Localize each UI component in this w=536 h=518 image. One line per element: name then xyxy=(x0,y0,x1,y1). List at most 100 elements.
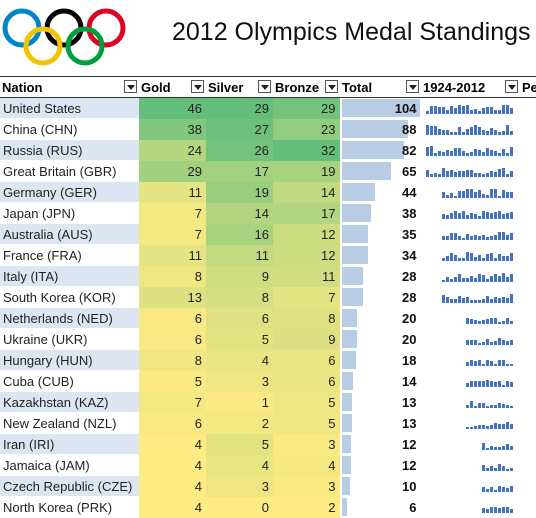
pe-cell[interactable] xyxy=(520,181,536,203)
gold-cell[interactable]: 29 xyxy=(139,160,206,182)
sparkline-cell[interactable] xyxy=(420,391,520,413)
nation-cell[interactable]: Great Britain (GBR) xyxy=(0,160,139,182)
nation-cell[interactable]: China (CHN) xyxy=(0,118,139,140)
silver-cell[interactable]: 26 xyxy=(206,139,273,161)
sparkline-cell[interactable] xyxy=(420,160,520,182)
nation-cell[interactable]: United States xyxy=(0,97,139,119)
gold-cell[interactable]: 5 xyxy=(139,370,206,392)
silver-cell[interactable]: 29 xyxy=(206,97,273,119)
gold-cell[interactable]: 6 xyxy=(139,307,206,329)
bronze-cell[interactable]: 9 xyxy=(273,328,340,350)
silver-cell[interactable]: 8 xyxy=(206,286,273,308)
bronze-cell[interactable]: 3 xyxy=(273,433,340,455)
silver-cell[interactable]: 9 xyxy=(206,265,273,287)
nation-cell[interactable]: Iran (IRI) xyxy=(0,433,139,455)
silver-cell[interactable]: 16 xyxy=(206,223,273,245)
sparkline-cell[interactable] xyxy=(420,118,520,140)
silver-cell[interactable]: 4 xyxy=(206,349,273,371)
bronze-cell[interactable]: 3 xyxy=(273,475,340,497)
sparkline-cell[interactable] xyxy=(420,370,520,392)
pe-cell[interactable] xyxy=(520,349,536,371)
sparkline-cell[interactable] xyxy=(420,202,520,224)
bronze-cell[interactable]: 7 xyxy=(273,286,340,308)
gold-cell[interactable]: 4 xyxy=(139,433,206,455)
pe-cell[interactable] xyxy=(520,223,536,245)
sparkline-cell[interactable] xyxy=(420,412,520,434)
total-cell[interactable]: 44 xyxy=(339,181,422,203)
filter-dropdown-icon[interactable] xyxy=(406,80,419,93)
pe-cell[interactable] xyxy=(520,139,536,161)
silver-cell[interactable]: 11 xyxy=(206,244,273,266)
gold-cell[interactable]: 11 xyxy=(139,244,206,266)
nation-cell[interactable]: New Zealand (NZL) xyxy=(0,412,139,434)
gold-cell[interactable]: 4 xyxy=(139,496,206,518)
nation-cell[interactable]: France (FRA) xyxy=(0,244,139,266)
nation-cell[interactable]: Jamaica (JAM) xyxy=(0,454,139,476)
bronze-cell[interactable]: 29 xyxy=(273,97,340,119)
silver-cell[interactable]: 19 xyxy=(206,181,273,203)
nation-cell[interactable]: Kazakhstan (KAZ) xyxy=(0,391,139,413)
silver-cell[interactable]: 0 xyxy=(206,496,273,518)
sparkline-cell[interactable] xyxy=(420,433,520,455)
nation-cell[interactable]: Netherlands (NED) xyxy=(0,307,139,329)
total-cell[interactable]: 12 xyxy=(339,454,422,476)
nation-cell[interactable]: Italy (ITA) xyxy=(0,265,139,287)
pe-cell[interactable] xyxy=(520,160,536,182)
filter-dropdown-icon[interactable] xyxy=(191,80,204,93)
total-cell[interactable]: 65 xyxy=(339,160,422,182)
total-cell[interactable]: 10 xyxy=(339,475,422,497)
total-cell[interactable]: 88 xyxy=(339,118,422,140)
gold-cell[interactable]: 7 xyxy=(139,202,206,224)
pe-cell[interactable] xyxy=(520,286,536,308)
gold-cell[interactable]: 24 xyxy=(139,139,206,161)
gold-cell[interactable]: 7 xyxy=(139,391,206,413)
bronze-cell[interactable]: 19 xyxy=(273,160,340,182)
silver-cell[interactable]: 6 xyxy=(206,307,273,329)
total-cell[interactable]: 35 xyxy=(339,223,422,245)
gold-cell[interactable]: 6 xyxy=(139,412,206,434)
sparkline-cell[interactable] xyxy=(420,349,520,371)
pe-cell[interactable] xyxy=(520,454,536,476)
bronze-cell[interactable]: 6 xyxy=(273,370,340,392)
pe-cell[interactable] xyxy=(520,391,536,413)
total-cell[interactable]: 38 xyxy=(339,202,422,224)
total-cell[interactable]: 20 xyxy=(339,328,422,350)
gold-cell[interactable]: 13 xyxy=(139,286,206,308)
total-cell[interactable]: 6 xyxy=(339,496,422,518)
sparkline-cell[interactable] xyxy=(420,328,520,350)
pe-cell[interactable] xyxy=(520,118,536,140)
pe-cell[interactable] xyxy=(520,244,536,266)
sparkline-cell[interactable] xyxy=(420,265,520,287)
gold-cell[interactable]: 4 xyxy=(139,454,206,476)
nation-cell[interactable]: Czech Republic (CZE) xyxy=(0,475,139,497)
nation-cell[interactable]: Hungary (HUN) xyxy=(0,349,139,371)
silver-cell[interactable]: 2 xyxy=(206,412,273,434)
pe-cell[interactable] xyxy=(520,475,536,497)
sparkline-cell[interactable] xyxy=(420,286,520,308)
pe-cell[interactable] xyxy=(520,202,536,224)
gold-cell[interactable]: 4 xyxy=(139,475,206,497)
bronze-cell[interactable]: 12 xyxy=(273,244,340,266)
nation-cell[interactable]: Ukraine (UKR) xyxy=(0,328,139,350)
sparkline-cell[interactable] xyxy=(420,307,520,329)
gold-cell[interactable]: 7 xyxy=(139,223,206,245)
total-cell[interactable]: 12 xyxy=(339,433,422,455)
silver-cell[interactable]: 27 xyxy=(206,118,273,140)
filter-dropdown-icon[interactable] xyxy=(325,80,338,93)
total-cell[interactable]: 20 xyxy=(339,307,422,329)
sparkline-cell[interactable] xyxy=(420,181,520,203)
bronze-cell[interactable]: 8 xyxy=(273,307,340,329)
filter-dropdown-icon[interactable] xyxy=(505,80,518,93)
nation-cell[interactable]: North Korea (PRK) xyxy=(0,496,139,518)
sparkline-cell[interactable] xyxy=(420,97,520,119)
bronze-cell[interactable]: 32 xyxy=(273,139,340,161)
silver-cell[interactable]: 5 xyxy=(206,433,273,455)
total-cell[interactable]: 104 xyxy=(339,97,422,119)
filter-dropdown-icon[interactable] xyxy=(258,80,271,93)
bronze-cell[interactable]: 4 xyxy=(273,454,340,476)
sparkline-cell[interactable] xyxy=(420,244,520,266)
pe-cell[interactable] xyxy=(520,412,536,434)
total-cell[interactable]: 13 xyxy=(339,412,422,434)
pe-cell[interactable] xyxy=(520,265,536,287)
bronze-cell[interactable]: 12 xyxy=(273,223,340,245)
